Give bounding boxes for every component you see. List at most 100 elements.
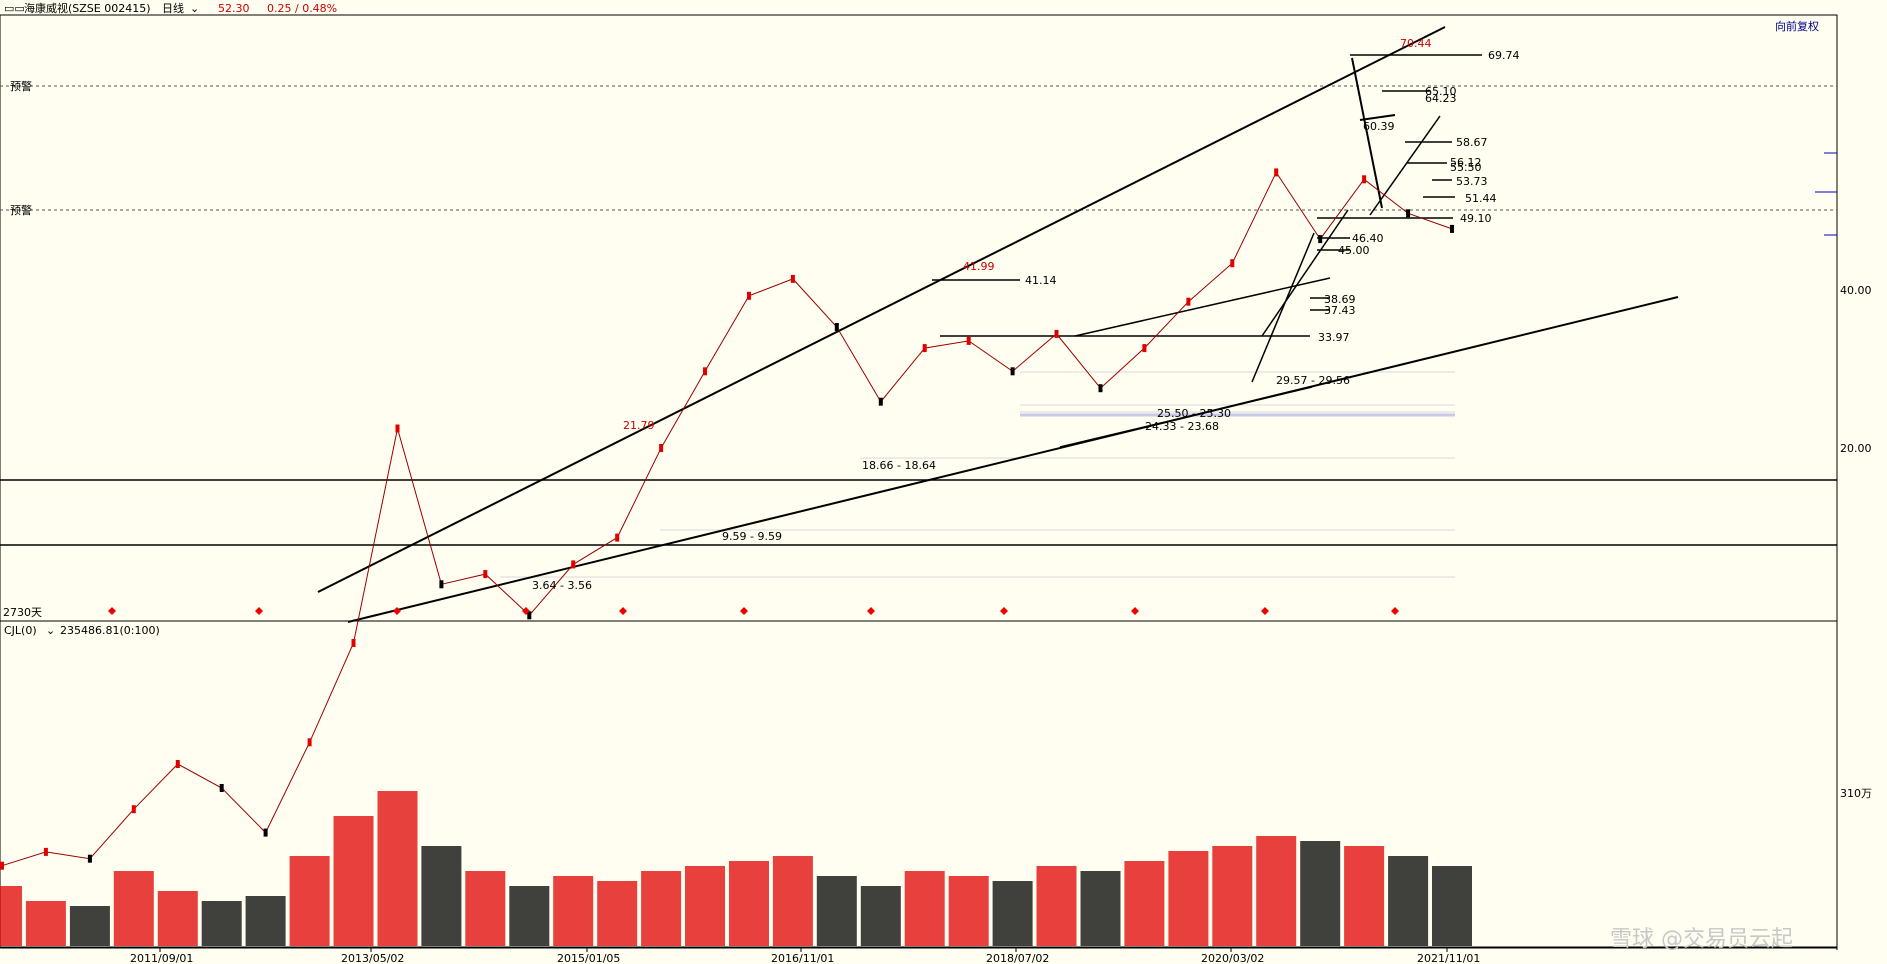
price-candle	[1098, 384, 1103, 393]
level-ticks	[932, 54, 1482, 337]
price-change: 0.25 / 0.48%	[267, 2, 337, 15]
volume-bar	[860, 886, 901, 946]
volume-bar	[685, 866, 725, 946]
chevron-down-icon[interactable]: ⌄	[190, 2, 199, 15]
price-candle	[131, 805, 136, 814]
price-line	[1, 171, 1453, 867]
signal-marker	[740, 607, 748, 615]
level-64-23: 64.23	[1425, 92, 1457, 105]
volume-bar	[465, 871, 506, 946]
right-axis: 40.00 20.00 310万	[1815, 152, 1872, 800]
main-panel-frame	[0, 14, 1838, 622]
level-60-39: 60.39	[1363, 120, 1395, 133]
price-candle	[1318, 235, 1323, 244]
level-25-50: 25.50 - 25.30	[1157, 407, 1231, 420]
level-24-33: 24.33 - 23.68	[1145, 420, 1219, 433]
signal-marker	[1391, 607, 1399, 615]
price-candle	[1274, 168, 1279, 177]
volume-bar	[157, 891, 198, 946]
price-candle	[747, 291, 751, 300]
chevron-down-icon[interactable]: ⌄	[46, 624, 55, 637]
signal-marker	[1261, 607, 1269, 615]
volume-bar	[421, 846, 462, 946]
price-candle	[351, 639, 356, 647]
x-tick-label: 2020/03/02	[1201, 952, 1264, 964]
volume-bar	[816, 876, 857, 946]
alert-label-1: 预警	[10, 79, 32, 93]
level-58-67: 58.67	[1456, 136, 1488, 149]
x-tick-label: 2015/01/05	[557, 952, 620, 964]
volume-bar	[377, 791, 418, 946]
x-axis-ticks: 2011/09/01 2013/05/02 2015/01/05 2016/11/01…	[130, 948, 1480, 964]
volume-indicator[interactable]: CJL(0)	[4, 624, 37, 637]
signal-marker	[393, 607, 401, 615]
price-candle	[1230, 259, 1235, 268]
price-candle	[834, 323, 839, 331]
level-53-73: 53.73	[1456, 175, 1488, 188]
price-candle	[219, 784, 224, 792]
level-69-74: 69.74	[1488, 49, 1520, 62]
volume-bar	[729, 861, 769, 946]
price-candle	[1142, 344, 1147, 353]
volume-bar	[113, 871, 154, 946]
x-tick-label: 2016/11/01	[771, 952, 834, 964]
peak-70-44: 70.44	[1400, 37, 1432, 50]
volume-bar	[904, 871, 945, 946]
volume-bar	[509, 886, 550, 946]
signal-marker	[867, 607, 875, 615]
price-candle	[615, 533, 620, 542]
level-49-10: 49.10	[1460, 212, 1492, 225]
price-candle	[263, 828, 268, 837]
volume-value: 235486.81(0:100)	[60, 624, 160, 637]
price-candle	[659, 444, 664, 452]
level-37-43: 37.43	[1324, 304, 1356, 317]
level-annotations: 69.74 65.10 64.23 60.39 58.67 56.12 55.5…	[532, 49, 1520, 592]
peak-annotations: 70.44 41.99 21.79	[623, 37, 1432, 432]
price-candle	[1010, 367, 1015, 376]
price-candle	[922, 344, 927, 353]
price-candle	[1054, 329, 1059, 338]
level-65-10: 65.10	[1425, 85, 1457, 98]
volume-bar	[597, 881, 638, 946]
price-candle	[527, 611, 532, 620]
volume-bar	[1036, 866, 1077, 946]
peak-41-99: 41.99	[963, 260, 995, 273]
volume-bar	[0, 886, 22, 946]
volume-bar	[1300, 841, 1341, 946]
signal-markers	[108, 607, 1399, 615]
level-29-57: 29.57 - 29.56	[1276, 374, 1350, 387]
days-label: 2730天	[3, 606, 42, 619]
volume-bar	[992, 881, 1033, 946]
price-candle	[175, 760, 180, 768]
level-33-97: 33.97	[1318, 331, 1350, 344]
signal-marker	[108, 607, 116, 615]
price-candle	[439, 580, 444, 589]
price-candle	[483, 570, 488, 579]
x-tick-label: 2021/11/01	[1417, 952, 1480, 964]
x-tick-label: 2013/05/02	[341, 952, 404, 964]
level-56-12: 56.12	[1450, 156, 1482, 169]
volume-bar	[553, 876, 594, 946]
adjust-mode[interactable]: 向前复权	[1775, 19, 1819, 33]
period-selector[interactable]: 日线	[162, 1, 184, 15]
level-51-44: 51.44	[1465, 192, 1497, 205]
axis-label-20: 20.00	[1840, 442, 1872, 455]
price-candle	[571, 560, 576, 569]
price-candle	[790, 274, 795, 283]
level-45-00: 45.00	[1338, 244, 1370, 257]
x-tick-label: 2011/09/01	[130, 952, 193, 964]
volume-bar	[1080, 871, 1121, 946]
price-candle	[1450, 224, 1454, 233]
volume-bar	[69, 906, 110, 946]
signal-marker	[1000, 607, 1008, 615]
level-9-59: 9.59 - 9.59	[722, 530, 782, 543]
volume-bar	[1388, 856, 1429, 946]
volume-bars	[0, 791, 1472, 946]
price-candle	[43, 847, 48, 856]
volume-bar	[1256, 836, 1297, 946]
volume-bar	[245, 896, 286, 946]
level-41-14: 41.14	[1025, 274, 1057, 287]
header-bar: ▭▭ 海康威视(SZSE 002415) 日线 ⌄ 52.30 0.25 / 0…	[4, 1, 1819, 33]
chart-link-icon[interactable]: ▭▭	[4, 2, 25, 15]
